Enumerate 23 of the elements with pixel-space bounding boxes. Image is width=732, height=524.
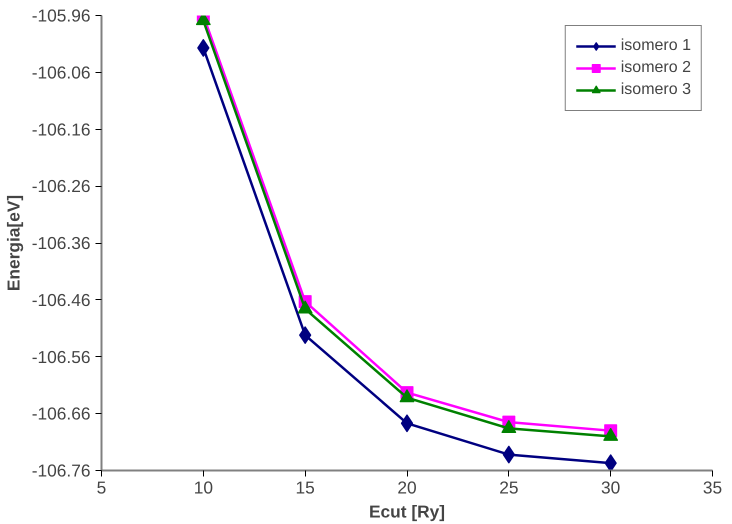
y-axis-title: Energia[eV] bbox=[4, 194, 24, 292]
legend-label: isomero 1 bbox=[620, 37, 691, 55]
x-axis-title: Ecut [Ry] bbox=[368, 502, 446, 522]
y-tick-label: -105.96 bbox=[32, 6, 91, 26]
point bbox=[400, 414, 414, 432]
y-tick-label: -106.06 bbox=[32, 62, 91, 82]
x-tick-label: 15 bbox=[296, 478, 315, 498]
x-tick-label: 10 bbox=[194, 478, 213, 498]
x-tick-label: 35 bbox=[702, 478, 722, 498]
y-tick-label: -106.16 bbox=[32, 119, 91, 140]
y-tick-label: -106.66 bbox=[32, 404, 91, 424]
legend-label: isomero 3 bbox=[620, 81, 691, 99]
y-tick-label: -106.76 bbox=[32, 460, 91, 480]
point bbox=[604, 454, 617, 470]
x-tick-label: 5 bbox=[96, 478, 106, 498]
x-tick-label: 25 bbox=[499, 478, 518, 498]
y-tick-label: -106.56 bbox=[32, 346, 91, 367]
y-tick-label: -106.26 bbox=[32, 176, 91, 196]
x-tick-label: 30 bbox=[601, 478, 620, 498]
y-tick-label: -106.36 bbox=[32, 233, 91, 253]
y-tick-label: -106.46 bbox=[32, 290, 91, 310]
legend-label: isomero 2 bbox=[620, 59, 691, 77]
x-tick-label: 20 bbox=[397, 478, 417, 498]
